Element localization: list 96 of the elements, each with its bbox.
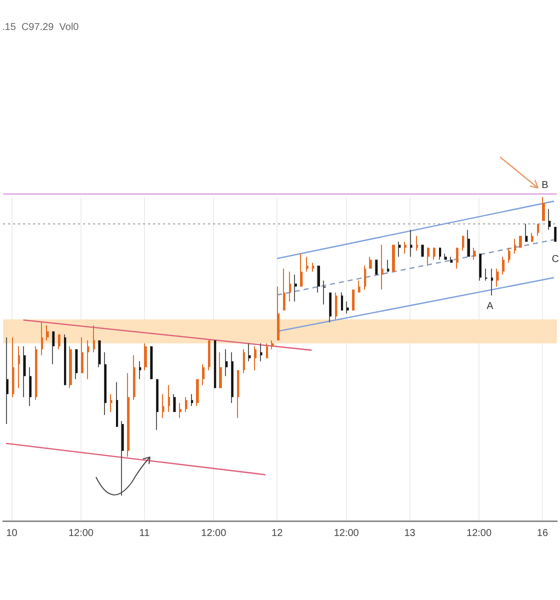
candlestick (306, 256, 308, 272)
candlestick (58, 334, 60, 350)
candlestick (69, 346, 72, 389)
candlestick (248, 342, 251, 362)
candlestick (23, 346, 26, 398)
candlestick (219, 352, 222, 389)
candlestick (502, 256, 505, 276)
candlestick (283, 268, 286, 311)
candlestick (364, 265, 366, 290)
candlestick (168, 384, 170, 413)
candlestick (121, 420, 124, 496)
candlestick (548, 208, 551, 230)
x-tick-label: 11 (139, 528, 150, 539)
candlestick (277, 286, 280, 341)
candlestick (225, 348, 228, 377)
candlestick (467, 229, 470, 258)
candlestick (490, 268, 494, 296)
candlestick (81, 336, 84, 374)
candlestick (369, 256, 372, 270)
candlestick (173, 394, 176, 413)
candlestick (156, 378, 158, 430)
candlestick (554, 226, 556, 242)
candlestick (6, 336, 8, 424)
candlestick (300, 253, 303, 288)
candlestick (508, 247, 510, 264)
candlestick (479, 253, 482, 282)
candlestick (289, 271, 292, 302)
candlestick (416, 235, 418, 252)
candlestick (352, 289, 355, 311)
candlestick (542, 196, 545, 222)
candlestick (462, 235, 464, 252)
candlestick (179, 402, 182, 418)
candlestick (87, 340, 90, 380)
candlestick (271, 340, 274, 350)
candlestick (404, 241, 407, 254)
candlestick (410, 229, 412, 258)
x-tick-label: 16 (536, 528, 548, 539)
candlestick (375, 259, 378, 276)
candlestick (323, 280, 326, 306)
candlestick (52, 330, 55, 365)
x-tick-label: 12:00 (466, 528, 492, 539)
candlestick (496, 268, 499, 288)
candlestick (329, 292, 332, 323)
candlestick (18, 346, 20, 389)
x-tick-label: 13 (404, 528, 416, 539)
candlestick (29, 366, 32, 407)
candlestick (98, 340, 101, 368)
candlestick (358, 280, 360, 294)
candlestick (162, 394, 164, 418)
candlestick (335, 292, 338, 320)
candlestick (127, 372, 130, 458)
candlestick (392, 244, 395, 272)
candlestick (340, 292, 344, 311)
annotation: A (486, 301, 494, 312)
candlestick (260, 342, 262, 362)
candlestick (427, 247, 430, 266)
candlestick (398, 241, 401, 258)
candlestick (514, 238, 516, 254)
candlestick (231, 352, 234, 404)
candlestick (317, 265, 320, 294)
x-tick-label: 12:00 (334, 528, 360, 539)
candlestick (202, 364, 205, 386)
candlestick (421, 244, 424, 258)
annotation: C (552, 254, 559, 265)
candlestick (133, 354, 136, 401)
candlestick (196, 378, 199, 407)
candlestick (456, 247, 458, 270)
candlestick (144, 342, 147, 371)
candlestick (381, 244, 384, 290)
text: .15 C97.29 Vol0 (2, 22, 80, 33)
candlestick (485, 268, 488, 282)
candlestick (41, 322, 44, 356)
x-tick-label: 12:00 (68, 528, 94, 539)
candlestick (254, 346, 257, 371)
candlestick (185, 396, 188, 413)
candlestick (242, 348, 245, 374)
candlestick (104, 352, 107, 416)
candlestick (525, 223, 528, 242)
x-tick-label: 12 (272, 528, 284, 539)
candlestick (346, 301, 349, 314)
candlestick (75, 348, 78, 380)
candlestick (208, 340, 210, 371)
x-tick-label: 10 (6, 528, 18, 539)
candlestick (294, 274, 297, 302)
candlestick (190, 394, 194, 407)
candlestick (433, 247, 436, 260)
text: B (542, 180, 549, 191)
candlestick (110, 394, 112, 413)
candlestick (46, 324, 49, 341)
candlestick (444, 253, 447, 260)
candlestick (150, 346, 153, 380)
candlestick (139, 360, 142, 380)
candlestick (92, 324, 95, 353)
x-tick-label: 12:00 (201, 528, 227, 539)
candlestick (266, 342, 268, 359)
candlestick (519, 235, 522, 248)
